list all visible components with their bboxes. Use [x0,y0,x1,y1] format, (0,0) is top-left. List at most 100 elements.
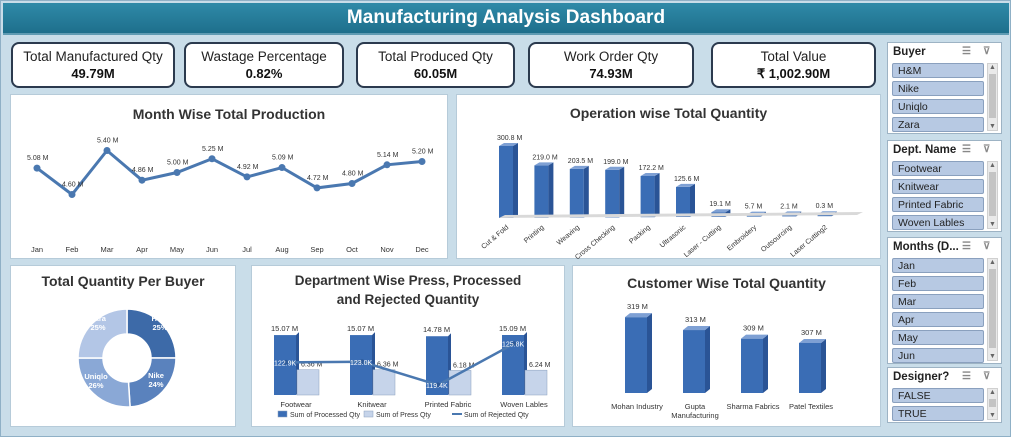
data-label: 125.6 M [674,176,699,183]
scroll-up-icon[interactable]: ▲ [989,162,996,169]
data-label: 15.07 M [271,324,298,333]
data-point [243,173,251,181]
data-point [348,180,356,187]
data-point [283,359,289,365]
data-label: 4.92 M [237,164,259,171]
bar-top [711,209,731,213]
data-label: 5.00 M [167,160,189,167]
chart-title: Customer Wise Total Quantity [627,275,826,291]
slicer-header: Dept. Name ☰ ⊽ [888,141,1001,159]
bar-top [534,162,554,166]
data-label: 0.3 M [816,203,834,210]
data-point [435,382,441,388]
slicer-scrollbar[interactable]: ▲ ▼ [987,258,998,361]
data-label: 5.08 M [27,155,49,162]
scroll-down-icon[interactable]: ▼ [989,221,996,228]
scroll-thumb[interactable] [989,74,996,118]
scroll-thumb[interactable] [989,172,996,216]
data-label: 313 M [685,315,706,324]
tick-label: Dec [415,245,429,254]
kpi-value: 74.93M [589,66,633,81]
data-label: 309 M [743,324,764,333]
data-label: 5.09 M [272,155,294,162]
slicer-item[interactable]: FALSE [892,388,984,403]
bar [683,330,705,393]
scroll-thumb[interactable] [989,269,996,348]
data-label: 199.0 M [603,159,628,166]
scroll-down-icon[interactable]: ▼ [989,412,996,419]
slicer-title: Dept. Name [893,144,957,156]
tick-label: Jan [31,245,43,254]
multi-select-icon[interactable]: ☰ [962,241,971,252]
slicer-item[interactable]: Zara [892,117,984,132]
scroll-up-icon[interactable]: ▲ [989,389,996,396]
data-label: 219.0 M [532,154,557,161]
slicer-item[interactable]: Woven Lables [892,215,984,230]
legend-entry: Sum of Processed Qty [290,412,361,419]
slice-value: 25% [152,323,167,332]
scroll-up-icon[interactable]: ▲ [989,64,996,71]
chart-title: Total Quantity Per Buyer [41,273,205,289]
customer-quantity-panel: Customer Wise Total Quantity 319 M Mohan … [572,265,881,427]
bar-top [605,166,625,170]
data-label: 5.40 M [97,138,119,145]
slicer-item[interactable]: May [892,330,984,345]
slicer-item[interactable]: Knitwear [892,179,984,194]
bar [625,317,647,393]
data-label: 6.36 M [377,362,399,369]
data-label: 5.14 M [377,152,399,159]
slicer-scrollbar[interactable]: ▲ ▼ [987,388,998,420]
tick-label: Sep [310,245,323,254]
data-label: 4.80 M [342,171,364,178]
clear-filter-icon[interactable]: ⊽ [983,371,991,382]
slicer-items: Jan Feb Mar Apr May Jun [892,258,984,363]
scroll-thumb[interactable] [989,399,996,407]
slicer-item[interactable]: Uniqlo [892,99,984,114]
scroll-down-icon[interactable]: ▼ [989,353,996,360]
slicer-title: Buyer [893,46,926,58]
scroll-up-icon[interactable]: ▲ [989,259,996,266]
slicer-item[interactable]: H&M [892,63,984,78]
data-point [313,184,321,192]
data-label: 125.8K [502,342,525,349]
tick-label: Mar [101,245,114,254]
data-point [278,164,286,172]
slicer-item[interactable]: Footwear [892,161,984,176]
floor [499,212,863,218]
slicer-item[interactable]: Nike [892,81,984,96]
bar-processed [350,335,372,395]
bar-processed [274,335,296,395]
slice-label: Zara [90,314,107,323]
clear-filter-icon[interactable]: ⊽ [983,46,991,57]
slicer-3: Months (D... ☰ ⊽ Jan Feb Mar Apr May Jun ▲ ▼ [887,237,1002,364]
clear-filter-icon[interactable]: ⊽ [983,144,991,155]
bar-top [640,172,660,176]
data-label: 4.86 M [132,167,154,174]
tick-label: Ultrasonic [659,224,688,250]
multi-select-icon[interactable]: ☰ [962,144,971,155]
tick-label: May [170,245,184,254]
slicer-1: Buyer ☰ ⊽ H&M Nike Uniqlo Zara ▲ ▼ [887,42,1002,134]
chart-title: Department Wise Press, Processed [294,273,522,288]
multi-select-icon[interactable]: ☰ [962,46,971,57]
scroll-down-icon[interactable]: ▼ [989,123,996,130]
multi-select-icon[interactable]: ☰ [962,371,971,382]
slicer-item[interactable]: Jan [892,258,984,273]
kpi-card: Total Manufactured Qty 49.79M [11,42,175,88]
clear-filter-icon[interactable]: ⊽ [983,241,991,252]
tick-label: Apr [136,245,148,254]
data-label: 119.4K [426,383,448,390]
slicer-item[interactable]: Jun [892,348,984,363]
slicer-scrollbar[interactable]: ▲ ▼ [987,161,998,229]
data-label: 6.24 M [529,362,551,369]
slicer-item[interactable]: TRUE [892,406,984,421]
data-point [383,161,391,169]
slicer-item[interactable]: Apr [892,312,984,327]
slicer-header: Months (D... ☰ ⊽ [888,238,1001,256]
slicer-header: Designer? ☰ ⊽ [888,368,1001,386]
bar-side [763,334,768,393]
slicer-item[interactable]: Feb [892,276,984,291]
slicer-scrollbar[interactable]: ▲ ▼ [987,63,998,131]
slicer-item[interactable]: Printed Fabric [892,197,984,212]
slicer-item[interactable]: Mar [892,294,984,309]
